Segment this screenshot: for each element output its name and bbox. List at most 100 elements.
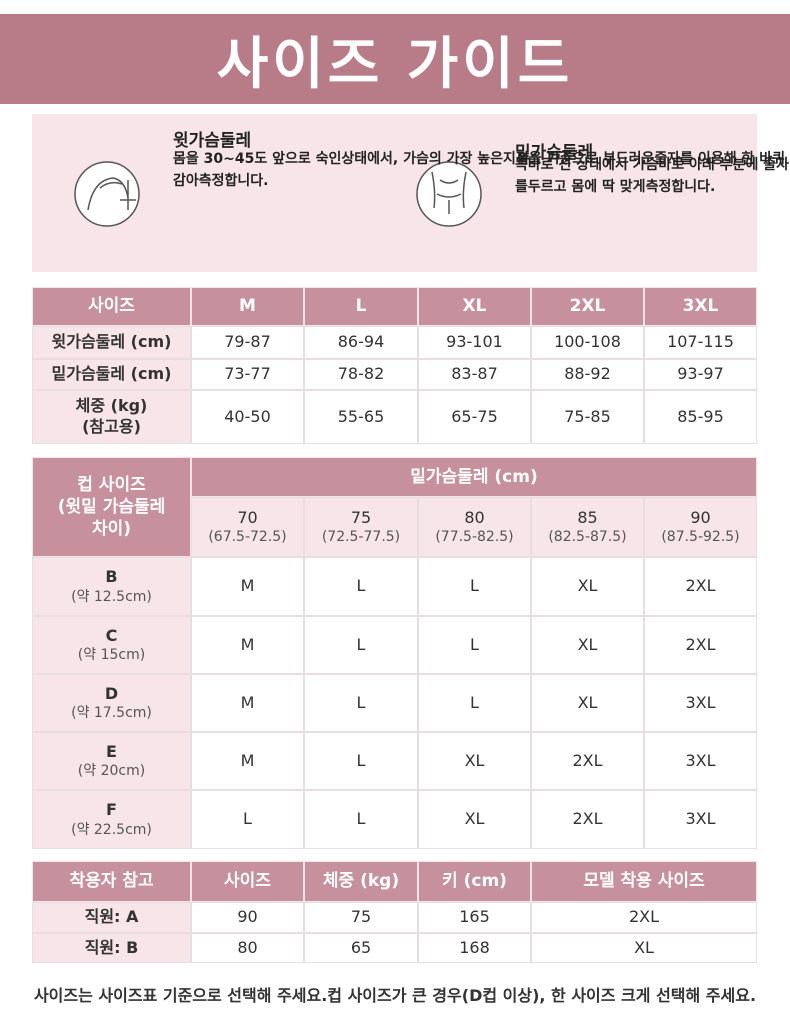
row-label: D (약 17.5cm) <box>32 674 191 732</box>
header-cell: M <box>191 287 304 326</box>
text: 85-95 <box>677 406 724 426</box>
text: (약 20cm) <box>77 763 146 780</box>
cell: 85-95 <box>644 390 757 444</box>
corner-cell: 컵 사이즈 (윗밑 가슴둘레 차이) <box>32 457 191 557</box>
text: C <box>105 625 118 645</box>
text: E <box>106 741 117 761</box>
header-cell: 3XL <box>644 287 757 326</box>
cell: 93-97 <box>644 359 757 390</box>
band-header: 70 (67.5-72.5) <box>191 497 304 557</box>
header-cell: 사이즈 <box>191 861 304 902</box>
text: 지점을 기준으로 부드러운 <box>502 151 655 167</box>
text: 3XL <box>685 809 716 829</box>
cell: M <box>191 616 304 674</box>
text: 직원: B <box>84 937 139 957</box>
band-header: 75 (72.5-77.5) <box>304 497 418 557</box>
text: XL <box>464 809 485 829</box>
text: 2XL <box>572 750 603 770</box>
cell: XL <box>418 790 531 849</box>
text: L <box>356 634 366 654</box>
text: L <box>470 692 479 712</box>
cell: 100-108 <box>531 326 644 359</box>
text: 똑바로 선 상태에서 가슴 <box>515 157 659 173</box>
guide-box <box>32 114 757 272</box>
text: 측정합니다. <box>198 173 269 189</box>
text: 168 <box>459 937 490 957</box>
text: XL <box>462 296 487 317</box>
guide-icons <box>74 161 482 227</box>
cell: 79-87 <box>191 326 304 359</box>
text: 80 <box>464 507 485 527</box>
text: 75 <box>350 507 372 527</box>
text: XL <box>464 750 485 770</box>
text: 측정합니다. <box>645 179 716 195</box>
text: 밑가슴둘레 (cm) <box>51 364 172 384</box>
cell: 107-115 <box>644 326 757 359</box>
text: XL <box>634 937 654 957</box>
cell: 2XL <box>531 902 757 933</box>
text: 75-85 <box>564 406 611 426</box>
text: M <box>240 634 255 654</box>
cell: M <box>191 557 304 616</box>
icon-circle <box>74 161 140 227</box>
text: 2XL <box>572 809 603 829</box>
text: 사이즈 <box>224 871 271 892</box>
text: 100-108 <box>554 332 621 352</box>
text: 70 <box>237 507 258 527</box>
text: XL <box>577 634 598 654</box>
cell: 86-94 <box>304 326 418 359</box>
cell: 165 <box>418 902 531 933</box>
cell: 88-92 <box>531 359 644 390</box>
text: 85 <box>577 507 598 527</box>
text: 바로 아래 부분에 줄자를 <box>515 157 789 195</box>
text: 2XL <box>569 296 606 317</box>
text: L <box>356 576 366 596</box>
header-cell: 키 (cm) <box>418 861 531 902</box>
text: 밑가슴둘레 (cm) <box>410 466 538 487</box>
text: 키 (cm) <box>442 871 507 892</box>
text: M <box>240 692 255 712</box>
cell: 83-87 <box>418 359 531 390</box>
cell: 3XL <box>644 732 757 790</box>
cell: L <box>191 790 304 849</box>
text: 90 <box>690 507 711 527</box>
row-label: C (약 15cm) <box>32 616 191 674</box>
title: 사이즈 가이드 <box>216 31 574 97</box>
text: 직원: A <box>84 907 139 927</box>
text: 90 <box>237 907 258 927</box>
text: 컵 사이즈 <box>77 474 146 495</box>
band-header: 85 (82.5-87.5) <box>531 497 644 557</box>
text: 2XL <box>685 634 716 654</box>
text: 줄자를 이용해 한 바퀴 감아 <box>173 151 785 189</box>
text: (82.5-87.5) <box>548 529 627 546</box>
text: M <box>240 750 255 770</box>
guide-text: 몸을 30~45도 앞으로 숙인상태에서, 가슴의 가장 높은지점을 기준으로 … <box>173 148 790 192</box>
cell: 78-82 <box>304 359 418 390</box>
cell: 40-50 <box>191 390 304 444</box>
cell: L <box>304 557 418 616</box>
band-header: 90 (87.5-92.5) <box>644 497 757 557</box>
text: 3XL <box>685 750 716 770</box>
header-cell: L <box>304 287 418 326</box>
icon-figure <box>431 171 467 214</box>
text: (약 17.5cm) <box>71 705 152 722</box>
text: (약 22.5cm) <box>71 821 152 838</box>
text: (77.5-82.5) <box>435 529 514 546</box>
text: XL <box>577 576 598 596</box>
cell: 73-77 <box>191 359 304 390</box>
row-label: F (약 22.5cm) <box>32 790 191 849</box>
text: 두르고 몸에 딱 맞게 <box>527 179 646 195</box>
text: (참고용) <box>82 417 141 436</box>
icon-figure <box>87 177 136 211</box>
row-label: 직원: A <box>32 902 191 933</box>
text: 86-94 <box>337 332 385 352</box>
text: 107-115 <box>667 332 734 352</box>
text: (약 12.5cm) <box>71 588 152 605</box>
cell: 65 <box>304 933 418 963</box>
text: 55-65 <box>337 406 385 426</box>
text: 체중 (kg) <box>75 396 148 416</box>
header-band: 사이즈 가이드 <box>0 14 790 104</box>
guide-title: 윗가슴둘레 <box>173 131 252 151</box>
text: 65 <box>350 937 372 957</box>
text: 93-97 <box>677 364 724 384</box>
